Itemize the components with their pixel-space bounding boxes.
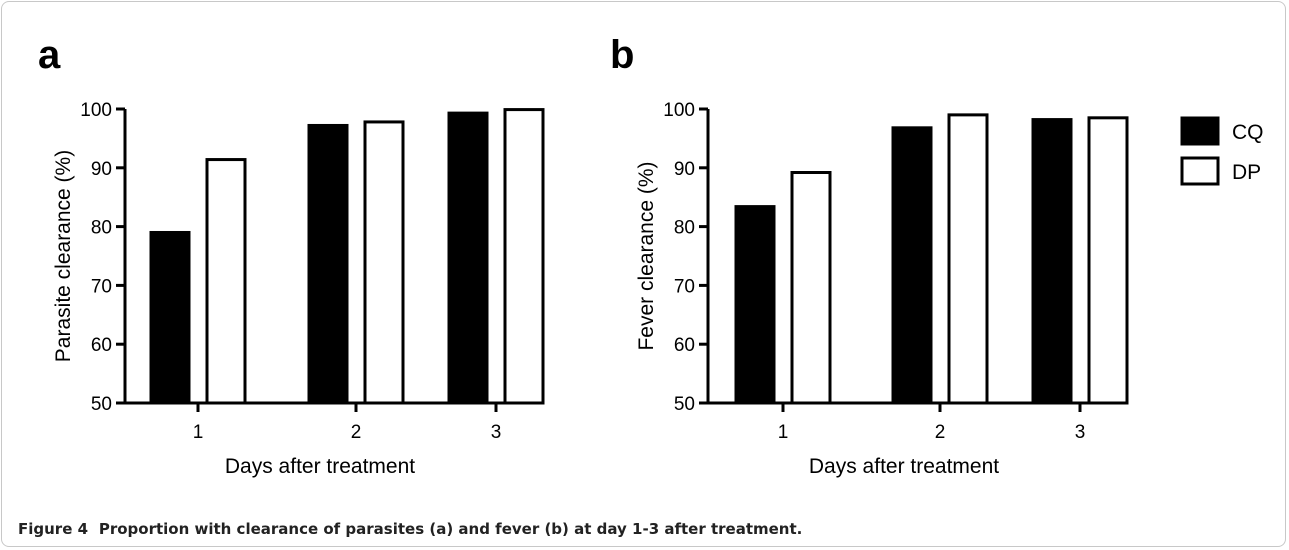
bar-cq-day-2 <box>307 123 349 405</box>
y-tick-label: 60 <box>674 335 695 356</box>
bar-dp-day-1 <box>205 158 247 405</box>
y-tick-label: 50 <box>674 394 695 415</box>
panel-label: a <box>38 33 61 77</box>
bar-cq-day-3 <box>1031 118 1073 405</box>
legend-label-cq: CQ <box>1232 121 1264 144</box>
y-tick-label: 100 <box>663 100 695 121</box>
bar-dp-day-2 <box>947 113 989 405</box>
y-tick-label: 60 <box>91 335 112 356</box>
x-axis-label: Days after treatment <box>809 455 999 478</box>
panel-a: a 50 60 70 80 90 100 1 2 3 Days after treatment Par… <box>38 33 545 478</box>
bar-dp-day-1 <box>790 171 832 405</box>
legend: CQ DP <box>1180 116 1264 186</box>
x-tick-label: 1 <box>193 422 204 443</box>
panel-label: b <box>610 33 634 77</box>
y-tick-label: 80 <box>91 218 112 239</box>
y-axis-label: Parasite clearance (%) <box>52 150 75 362</box>
bar-cq-day-2 <box>891 126 933 405</box>
x-tick-label: 2 <box>351 422 362 443</box>
y-tick-label: 70 <box>91 276 112 297</box>
panel-b: b 50 60 70 80 90 100 1 2 3 Days after treatment Fev… <box>610 33 1129 478</box>
bar-dp-day-2 <box>363 120 405 405</box>
y-tick-label: 100 <box>80 100 112 121</box>
legend-label-dp: DP <box>1232 161 1261 184</box>
x-tick-label: 2 <box>935 422 946 443</box>
bar-cq-day-1 <box>149 230 191 405</box>
x-tick-label: 3 <box>1075 422 1086 443</box>
bar-dp-day-3 <box>1087 116 1129 405</box>
y-tick-label: 70 <box>674 276 695 297</box>
x-tick-label: 3 <box>491 422 502 443</box>
caption-label: Figure 4 <box>18 520 88 538</box>
bar-cq-day-3 <box>447 111 489 405</box>
y-tick-label: 90 <box>674 159 695 180</box>
y-tick-label: 50 <box>91 394 112 415</box>
caption-text: Proportion with clearance of parasites (… <box>99 520 803 538</box>
legend-swatch-cq <box>1180 116 1220 146</box>
legend-swatch-dp <box>1180 156 1220 186</box>
x-axis-label: Days after treatment <box>225 455 415 478</box>
figure-caption: Figure 4 Proportion with clearance of pa… <box>18 520 802 538</box>
y-tick-label: 90 <box>91 159 112 180</box>
y-tick-label: 80 <box>674 218 695 239</box>
x-tick-label: 1 <box>778 422 789 443</box>
bar-dp-day-3 <box>503 108 545 405</box>
bar-cq-day-1 <box>734 205 776 405</box>
y-axis-label: Fever clearance (%) <box>635 161 658 350</box>
